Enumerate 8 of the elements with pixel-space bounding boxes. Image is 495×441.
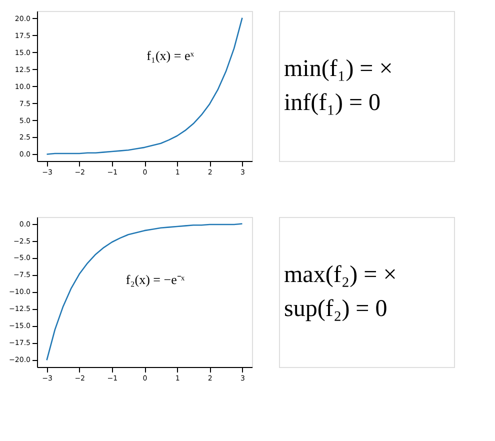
- text: min(f₁) = ×: [284, 56, 393, 82]
- annotation: f₂(x) = −e⁻ˣ: [126, 272, 185, 287]
- annotation: f₁(x) = eˣ: [146, 48, 194, 63]
- line-series: [46, 223, 243, 361]
- text: max(f₂) = ×: [284, 262, 397, 288]
- text: sup(f₂) = 0: [284, 296, 388, 322]
- line-series: [46, 17, 243, 155]
- text: inf(f₁) = 0: [284, 90, 381, 116]
